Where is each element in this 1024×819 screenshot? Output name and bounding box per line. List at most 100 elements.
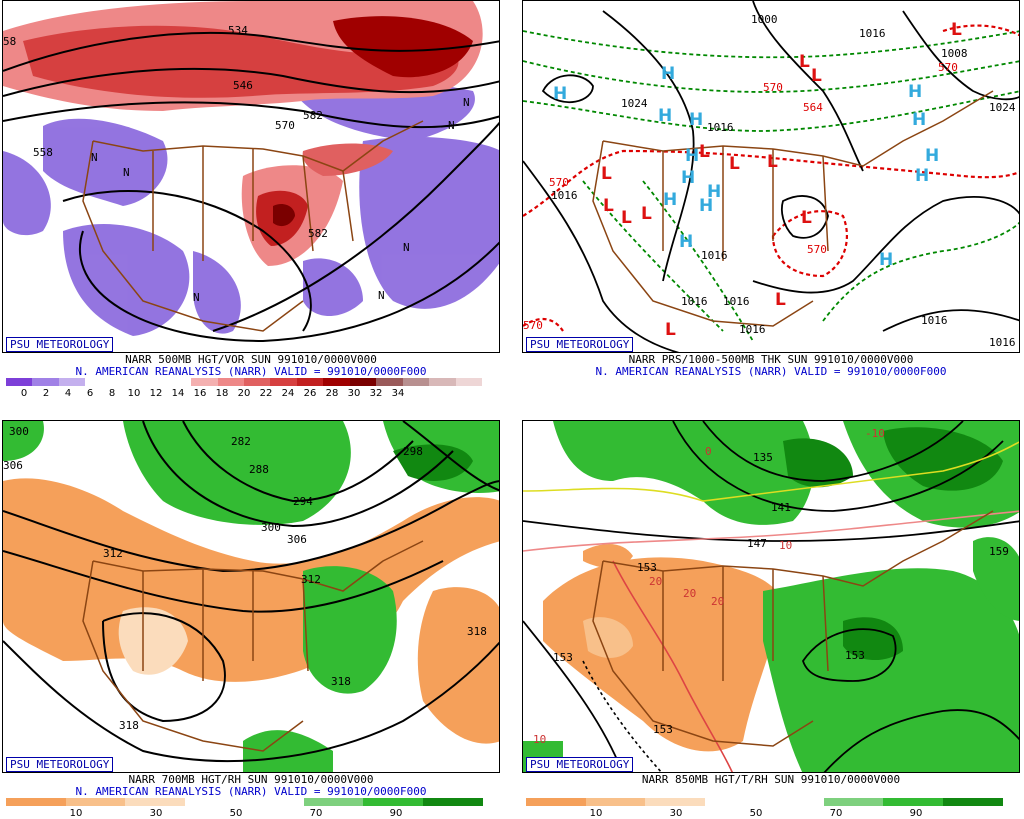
panel-pressure-thickness: 1000 1016 1008 1024 1016 1024 1016 1016 … bbox=[522, 0, 1020, 399]
color-scale-bar bbox=[6, 378, 483, 386]
isobar-label: 1008 bbox=[941, 47, 968, 60]
psu-meteorology-badge: PSU METEOROLOGY bbox=[526, 757, 634, 772]
low-pressure-marker: L bbox=[699, 142, 710, 162]
contour-label: 282 bbox=[231, 435, 251, 448]
scale-tick-label: 26 bbox=[303, 388, 317, 399]
isobars bbox=[523, 1, 1019, 352]
height-label: 153 bbox=[845, 649, 865, 662]
contour-label: 300 bbox=[9, 425, 29, 438]
scale-tick-label: 70 bbox=[829, 808, 843, 819]
scale-tick-label: 32 bbox=[369, 388, 383, 399]
low-pressure-marker: L bbox=[621, 208, 632, 228]
scale-tick-label: 50 bbox=[229, 808, 243, 819]
scale-tick-label: 50 bbox=[749, 808, 763, 819]
isobar-label: 1016 bbox=[739, 323, 766, 336]
scale-swatch bbox=[402, 378, 430, 386]
contour-label: 300 bbox=[261, 521, 281, 534]
map-850mb: 135 141 147 153 153 153 159 153 -10 0 10… bbox=[522, 420, 1020, 773]
scale-swatch bbox=[244, 798, 304, 806]
scale-tick-label: 20 bbox=[237, 388, 251, 399]
height-label-group: 135 141 147 153 153 153 159 153 bbox=[553, 451, 1009, 736]
political-borders bbox=[592, 510, 994, 747]
scale-swatch bbox=[363, 798, 423, 806]
height-label: 135 bbox=[753, 451, 773, 464]
temperature-label: 10 bbox=[533, 733, 546, 746]
high-pressure-marker: H bbox=[908, 82, 922, 102]
vorticity-marker: N bbox=[123, 166, 130, 179]
high-pressure-marker: H bbox=[707, 182, 721, 202]
scale-swatch bbox=[138, 378, 166, 386]
scale-tick-label: 90 bbox=[909, 808, 923, 819]
map-pressure-thickness: 1000 1016 1008 1024 1016 1024 1016 1016 … bbox=[522, 0, 1020, 353]
isobar-label: 1000 bbox=[751, 13, 778, 26]
scale-swatch bbox=[184, 798, 245, 806]
panel-title: NARR 700MB HGT/RH SUN 991010/0000V000 bbox=[128, 773, 374, 786]
scale-tick-label: 4 bbox=[64, 388, 72, 399]
height-label: 147 bbox=[747, 537, 767, 550]
isobar-label: 1024 bbox=[989, 101, 1016, 114]
scale-swatch bbox=[125, 798, 185, 806]
scale-swatch bbox=[6, 798, 66, 806]
low-pressure-marker: L bbox=[775, 290, 786, 310]
scale-swatch bbox=[191, 378, 219, 386]
scale-swatch bbox=[429, 378, 457, 386]
panel-subtitle: N. AMERICAN REANALYSIS (NARR) VALID = 99… bbox=[75, 785, 427, 798]
high-pressure-marker: H bbox=[553, 84, 567, 104]
isobar-label: 1016 bbox=[707, 121, 734, 134]
scale-tick-label: 12 bbox=[149, 388, 163, 399]
color-scale-bar bbox=[526, 798, 1003, 806]
scale-swatch bbox=[323, 378, 351, 386]
contour-label-group: 534 546 558 570 582 582 58 bbox=[3, 24, 328, 240]
temperature-label-group: -10 0 10 20 20 20 10 bbox=[533, 427, 885, 746]
high-pressure-marker: H bbox=[658, 106, 672, 126]
scale-swatch bbox=[823, 798, 884, 806]
temperature-label: 20 bbox=[649, 575, 662, 588]
panel-700mb: 300 306 282 288 294 298 300 306 312 312 … bbox=[2, 420, 500, 819]
political-borders bbox=[82, 540, 424, 752]
temperature-contours bbox=[523, 441, 1019, 772]
panel-500mb: 534 546 558 570 582 582 58 N N N N N N N… bbox=[2, 0, 500, 399]
contour-label: 312 bbox=[301, 573, 321, 586]
vorticity-marker: N bbox=[91, 151, 98, 164]
high-pressure-marker: H bbox=[681, 168, 695, 188]
scale-tick-label: 8 bbox=[108, 388, 116, 399]
thickness-label: 564 bbox=[803, 101, 823, 114]
thickness-label: 570 bbox=[523, 319, 543, 332]
isobar-label: 1016 bbox=[989, 336, 1016, 349]
scale-swatch bbox=[455, 378, 483, 386]
height-label: 153 bbox=[637, 561, 657, 574]
isobar-label: 1016 bbox=[681, 295, 708, 308]
height-label: 159 bbox=[989, 545, 1009, 558]
contour-label-group: 300 306 282 288 294 298 300 306 312 312 … bbox=[3, 425, 487, 732]
map-700mb: 300 306 282 288 294 298 300 306 312 312 … bbox=[2, 420, 500, 773]
scale-swatch bbox=[111, 378, 139, 386]
scale-tick-label: 10 bbox=[127, 388, 141, 399]
low-pressure-marker: L bbox=[811, 66, 822, 86]
contour-label: 294 bbox=[293, 495, 313, 508]
vorticity-marker: N bbox=[463, 96, 470, 109]
low-pressure-marker: L bbox=[767, 152, 778, 172]
vorticity-marker: N bbox=[448, 119, 455, 132]
high-pressure-marker: H bbox=[661, 64, 675, 84]
scale-tick-label: 30 bbox=[669, 808, 683, 819]
high-pressure-marker: H bbox=[679, 232, 693, 252]
low-pressure-marker: L bbox=[641, 204, 652, 224]
thickness-label: 570 bbox=[807, 243, 827, 256]
low-pressure-marker: L bbox=[729, 154, 740, 174]
temperature-label: -10 bbox=[865, 427, 885, 440]
thickness-570-line bbox=[523, 24, 1019, 332]
scale-tick-label: 22 bbox=[259, 388, 273, 399]
height-label: 153 bbox=[653, 723, 673, 736]
scale-swatch bbox=[6, 378, 33, 386]
vorticity-marker: N bbox=[378, 289, 385, 302]
contour-label: 534 bbox=[228, 24, 248, 37]
vorticity-marker: N bbox=[193, 291, 200, 304]
scale-swatch bbox=[942, 798, 1003, 806]
low-pressure-marker: L bbox=[951, 20, 962, 40]
vorticity-marker-group: N N N N N N N bbox=[91, 96, 470, 304]
scale-swatch bbox=[217, 378, 245, 386]
scale-swatch bbox=[585, 798, 646, 806]
isobar-label: 1016 bbox=[551, 189, 578, 202]
scale-tick-label: 6 bbox=[86, 388, 94, 399]
scale-swatch bbox=[58, 378, 86, 386]
